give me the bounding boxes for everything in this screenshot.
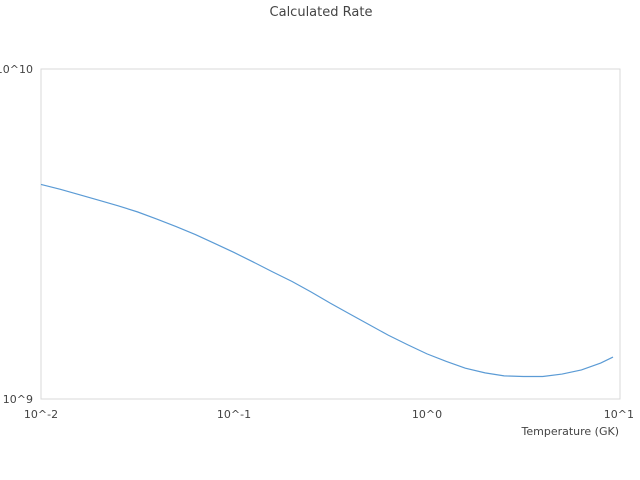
x-tick-label: 10^-1 [217, 408, 251, 421]
y-tick-labels: 10^9 10^10 [0, 63, 33, 406]
x-tick-label: 10^-2 [24, 408, 58, 421]
chart-title: Calculated Rate [270, 5, 373, 20]
y-tick-label: 10^10 [0, 63, 33, 76]
plot-area [40, 68, 621, 400]
series-line [40, 183, 614, 378]
x-tick-labels: 10^-2 10^-1 10^0 10^1 [24, 408, 634, 421]
y-tick-label: 10^9 [3, 393, 33, 406]
x-axis-label: Temperature (GK) [521, 425, 620, 438]
x-tick-label: 10^0 [412, 408, 442, 421]
x-tick-label: 10^1 [604, 408, 634, 421]
